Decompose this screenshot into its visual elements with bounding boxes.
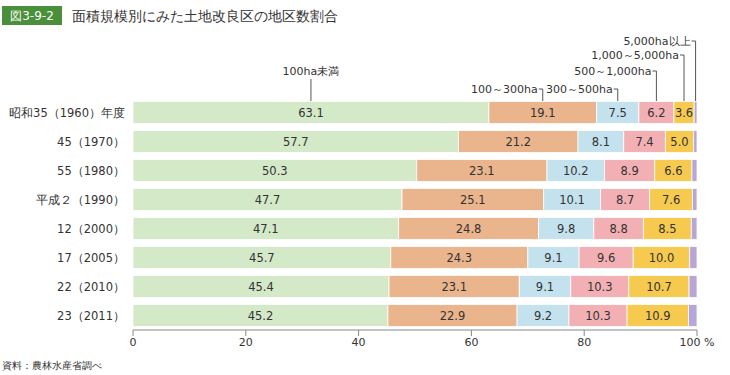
svg-text:面積規模別にみた土地改良区の地区数割合: 面積規模別にみた土地改良区の地区数割合 bbox=[72, 8, 338, 24]
svg-text:55（1980）: 55（1980） bbox=[57, 164, 125, 178]
svg-text:100ha未満: 100ha未満 bbox=[283, 65, 340, 78]
svg-text:7.6: 7.6 bbox=[662, 193, 680, 207]
svg-text:21.2: 21.2 bbox=[505, 135, 531, 149]
svg-text:63.1: 63.1 bbox=[298, 106, 324, 120]
svg-text:45.4: 45.4 bbox=[248, 280, 274, 294]
svg-text:19.1: 19.1 bbox=[530, 106, 556, 120]
svg-text:10.9: 10.9 bbox=[645, 309, 671, 323]
svg-text:資料：農林水産省調べ: 資料：農林水産省調べ bbox=[8, 360, 102, 371]
svg-text:10.2: 10.2 bbox=[563, 164, 589, 178]
svg-text:50.3: 50.3 bbox=[262, 164, 288, 178]
svg-text:3.6: 3.6 bbox=[675, 106, 693, 120]
svg-text:24.8: 24.8 bbox=[456, 222, 482, 236]
svg-text:40: 40 bbox=[352, 336, 366, 349]
svg-text:5.0: 5.0 bbox=[670, 135, 688, 149]
svg-text:22（2010）: 22（2010） bbox=[57, 280, 125, 294]
svg-text:図3-9-2: 図3-9-2 bbox=[10, 9, 54, 23]
svg-text:8.8: 8.8 bbox=[609, 222, 627, 236]
svg-text:12（2000）: 12（2000） bbox=[57, 222, 125, 236]
svg-text:47.1: 47.1 bbox=[253, 222, 279, 236]
svg-text:8.7: 8.7 bbox=[616, 193, 634, 207]
svg-text:6.6: 6.6 bbox=[664, 164, 682, 178]
svg-text:7.5: 7.5 bbox=[609, 106, 627, 120]
svg-text:57.7: 57.7 bbox=[283, 135, 309, 149]
svg-text:6.2: 6.2 bbox=[647, 106, 665, 120]
svg-text:47.7: 47.7 bbox=[255, 193, 281, 207]
svg-text:24.3: 24.3 bbox=[446, 251, 472, 265]
svg-text:0: 0 bbox=[130, 336, 137, 349]
svg-text:8.1: 8.1 bbox=[592, 135, 610, 149]
svg-text:9.6: 9.6 bbox=[597, 251, 615, 265]
svg-text:10.3: 10.3 bbox=[585, 309, 611, 323]
svg-text:22.9: 22.9 bbox=[440, 309, 466, 323]
svg-text:1,000～5,000ha: 1,000～5,000ha bbox=[591, 49, 679, 62]
svg-text:45.7: 45.7 bbox=[249, 251, 275, 265]
svg-text:500～1,000ha: 500～1,000ha bbox=[574, 65, 651, 78]
svg-text:80: 80 bbox=[577, 336, 591, 349]
svg-text:23（2011）: 23（2011） bbox=[57, 309, 125, 323]
svg-text:10.7: 10.7 bbox=[646, 280, 672, 294]
svg-text:5,000ha以上: 5,000ha以上 bbox=[623, 35, 690, 48]
svg-text:45（1970）: 45（1970） bbox=[57, 135, 125, 149]
svg-text:25.1: 25.1 bbox=[460, 193, 486, 207]
svg-text:100 %: 100 % bbox=[680, 336, 715, 349]
svg-text:9.8: 9.8 bbox=[557, 222, 575, 236]
svg-text:9.1: 9.1 bbox=[536, 280, 554, 294]
svg-text:昭和35（1960）年度: 昭和35（1960）年度 bbox=[9, 106, 125, 120]
svg-text:45.2: 45.2 bbox=[248, 309, 274, 323]
svg-text:9.1: 9.1 bbox=[544, 251, 562, 265]
svg-text:100～300ha: 100～300ha bbox=[471, 83, 538, 96]
svg-text:300～500ha: 300～500ha bbox=[546, 83, 613, 96]
svg-text:17（2005）: 17（2005） bbox=[57, 251, 125, 265]
svg-text:23.1: 23.1 bbox=[441, 280, 467, 294]
svg-text:8.5: 8.5 bbox=[658, 222, 676, 236]
svg-text:平成２（1990）: 平成２（1990） bbox=[36, 193, 125, 207]
svg-text:10.0: 10.0 bbox=[649, 251, 675, 265]
svg-text:20: 20 bbox=[239, 336, 253, 349]
svg-text:60: 60 bbox=[464, 336, 478, 349]
svg-text:9.2: 9.2 bbox=[534, 309, 552, 323]
svg-text:23.1: 23.1 bbox=[469, 164, 495, 178]
svg-text:10.3: 10.3 bbox=[587, 280, 613, 294]
svg-text:7.4: 7.4 bbox=[635, 135, 653, 149]
svg-text:8.9: 8.9 bbox=[620, 164, 638, 178]
svg-text:10.1: 10.1 bbox=[559, 193, 585, 207]
